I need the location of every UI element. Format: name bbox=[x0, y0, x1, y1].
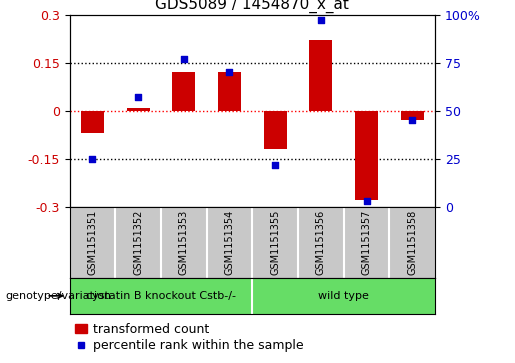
Text: GSM1151358: GSM1151358 bbox=[407, 210, 417, 275]
Point bbox=[408, 117, 417, 123]
Point bbox=[317, 17, 325, 23]
Point bbox=[226, 69, 234, 75]
Point bbox=[271, 162, 279, 167]
Point bbox=[134, 94, 142, 100]
Text: wild type: wild type bbox=[318, 291, 369, 301]
Bar bbox=[81, 111, 104, 133]
Point bbox=[88, 156, 96, 162]
Bar bbox=[127, 107, 149, 111]
Text: GSM1151356: GSM1151356 bbox=[316, 210, 326, 275]
Text: genotype/variation: genotype/variation bbox=[5, 291, 111, 301]
Text: GSM1151357: GSM1151357 bbox=[362, 209, 372, 275]
Text: GSM1151353: GSM1151353 bbox=[179, 210, 189, 275]
Bar bbox=[173, 72, 195, 111]
Bar bbox=[310, 40, 332, 111]
Point bbox=[363, 198, 371, 204]
Text: GSM1151351: GSM1151351 bbox=[88, 210, 97, 275]
Legend: transformed count, percentile rank within the sample: transformed count, percentile rank withi… bbox=[70, 318, 309, 358]
Text: cystatin B knockout Cstb-/-: cystatin B knockout Cstb-/- bbox=[86, 291, 236, 301]
Bar bbox=[355, 111, 378, 200]
Bar bbox=[401, 111, 424, 120]
Bar bbox=[218, 72, 241, 111]
Title: GDS5089 / 1454870_x_at: GDS5089 / 1454870_x_at bbox=[156, 0, 349, 13]
Bar bbox=[264, 111, 287, 149]
Point bbox=[180, 56, 188, 62]
Text: GSM1151352: GSM1151352 bbox=[133, 209, 143, 275]
Text: GSM1151355: GSM1151355 bbox=[270, 209, 280, 275]
Text: GSM1151354: GSM1151354 bbox=[225, 210, 234, 275]
